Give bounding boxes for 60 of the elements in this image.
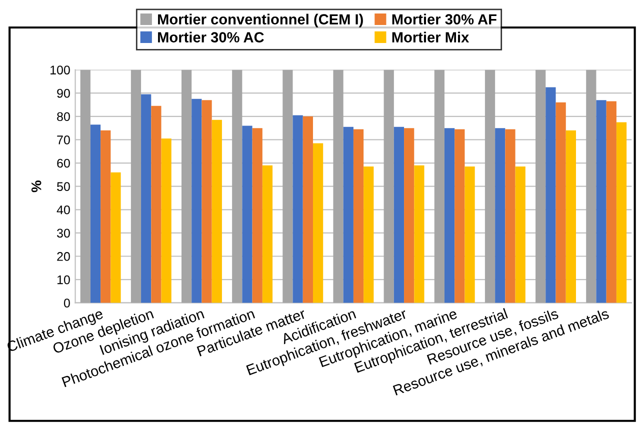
bar [364,166,374,303]
bar [302,116,313,303]
bar [384,70,394,303]
y-tick-label: 60 [57,158,70,168]
bar [495,128,506,303]
y-tick-label: 40 [56,205,70,214]
bar [130,70,142,303]
bar [343,126,354,303]
bar [484,70,496,303]
y-tick-label: 100 [50,66,70,74]
y-tick-label: 50 [57,182,70,191]
bar [262,165,273,303]
bar [151,106,162,303]
bar [434,70,444,303]
bar [414,165,424,303]
bar [181,70,192,303]
bar [161,138,172,303]
y-tick-label: 70 [57,136,70,144]
bar [90,124,101,303]
y-tick-label: 20 [57,252,70,261]
bar [596,100,606,303]
bar [505,129,516,303]
bar [536,70,546,303]
legend-label: Mortier conventionnel (CEM I) [158,14,363,28]
bar [404,128,414,303]
legend-label: Mortier 30% AF [392,14,496,25]
y-tick-label: 0 [64,298,70,308]
bar [515,166,526,303]
bar [292,115,303,303]
bar [232,70,242,303]
bar [454,129,465,303]
bar [192,98,202,303]
bar [616,122,627,303]
bar [444,128,455,303]
bar [353,129,364,303]
bar [312,143,324,303]
y-tick-label: 30 [56,228,70,238]
bar [212,120,222,303]
bar [100,130,111,303]
bar [80,70,90,303]
bar [141,94,152,303]
bar [252,128,262,303]
y-axis-title: % [31,180,42,192]
bar [394,126,404,303]
bar [464,166,475,303]
y-tick-label: 10 [57,275,70,284]
legend-label: Mortier 30% AC [158,32,264,42]
bar [202,100,212,303]
y-tick-label: 90 [57,88,70,98]
bar [110,172,121,303]
y-tick-label: 80 [57,112,70,122]
bar [566,130,576,303]
bar [282,70,293,303]
bar [333,70,344,303]
bar [556,102,566,303]
bar [606,101,616,303]
legend-label: Mortier Mix [392,32,470,42]
bar [546,87,556,303]
bar [586,70,596,303]
bar [242,126,252,303]
